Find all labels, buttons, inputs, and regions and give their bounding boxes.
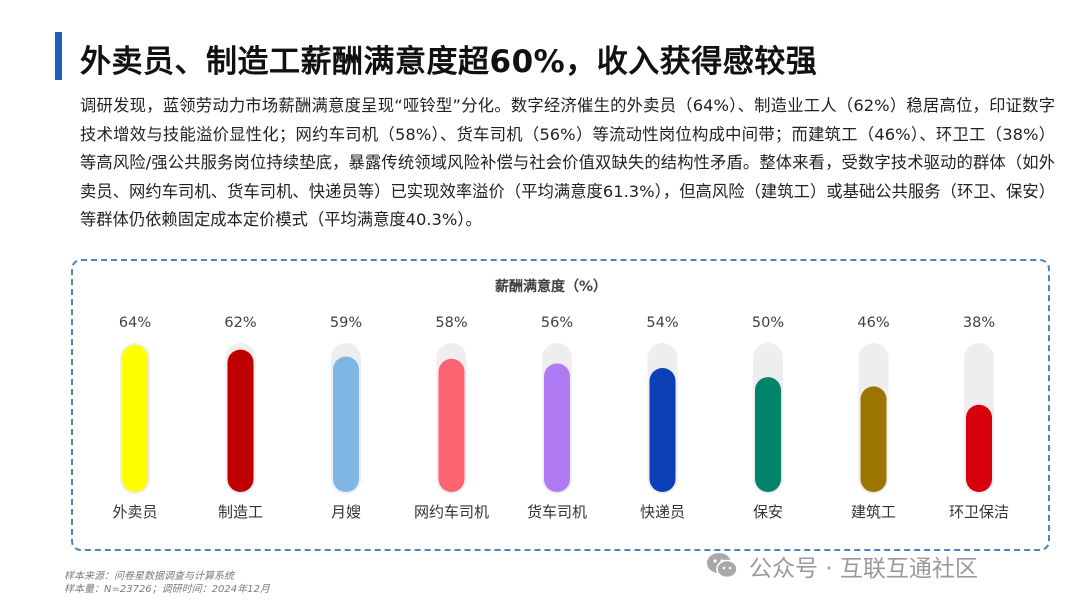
bar-4	[438, 358, 465, 492]
category-label: 建筑工	[851, 503, 896, 521]
bar-9	[966, 404, 992, 492]
category-label: 环卫保洁	[949, 503, 1009, 521]
chart-title: 薪酬满意度（%）	[495, 278, 607, 295]
category-label: 货车司机	[527, 503, 587, 521]
watermark: 公众号 · 互联互通社区	[705, 550, 978, 582]
value-label: 38%	[963, 315, 995, 331]
bar-1	[122, 345, 148, 492]
value-label: 62%	[224, 315, 256, 331]
bar-8	[860, 386, 887, 492]
value-label: 56%	[541, 315, 573, 331]
category-label: 月嫂	[331, 503, 361, 521]
value-label: 54%	[646, 315, 678, 331]
value-label: 59%	[330, 315, 362, 331]
category-label: 快递员	[640, 503, 685, 521]
value-label: 50%	[752, 315, 784, 331]
page-title: 外卖员、制造工薪酬满意度超60%，收入获得感较强	[80, 44, 818, 80]
value-label: 46%	[857, 315, 889, 331]
wechat-icon	[707, 553, 738, 579]
chart-container: 薪酬满意度（%） 64% 外卖员 62% 制造工 59% 月嫂 58% 网约车司机 56% 货车司…	[71, 259, 1050, 551]
intro-paragraph: 调研发现，蓝领劳动力市场薪酬满意度呈现“哑铃型”分化。数字经济催生的外卖员（64…	[80, 96, 1055, 229]
title-accent-bar	[55, 32, 62, 80]
bar-7	[755, 377, 781, 492]
source-note: 样本来源：问卷星数据调查与计算系统	[64, 571, 234, 582]
category-label: 网约车司机	[414, 503, 489, 521]
sample-note: 样本量：N=23726；调研时间：2024年12月	[64, 584, 270, 595]
bar-5	[544, 363, 570, 492]
category-label: 制造工	[218, 503, 263, 521]
salary-satisfaction-chart: 薪酬满意度（%） 64% 外卖员 62% 制造工 59% 月嫂 58% 网约车司机 56% 货车司…	[112, 278, 1009, 521]
footer: 样本来源：问卷星数据调查与计算系统 样本量：N=23726；调研时间：2024年…	[64, 570, 270, 596]
value-label: 58%	[435, 315, 467, 331]
bar-2	[227, 349, 254, 492]
bar-3	[333, 356, 359, 492]
watermark-text: 公众号 · 互联互通社区	[749, 556, 978, 582]
bar-6	[649, 367, 676, 492]
category-label: 保安	[753, 503, 783, 521]
category-label: 外卖员	[112, 503, 157, 521]
value-label: 64%	[119, 315, 151, 331]
